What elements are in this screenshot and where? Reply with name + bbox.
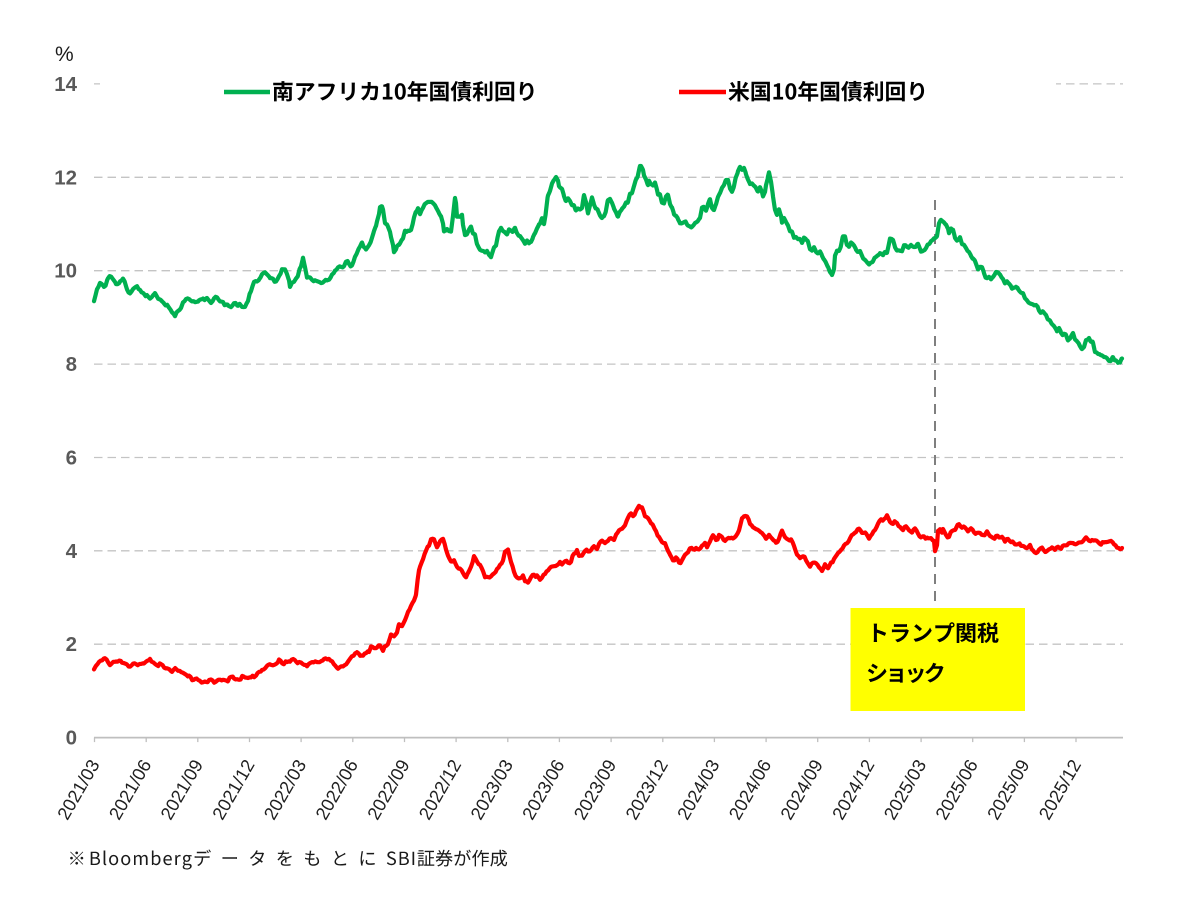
- svg-text:6: 6: [66, 447, 77, 470]
- svg-text:4: 4: [66, 540, 78, 563]
- svg-text:10: 10: [54, 260, 77, 283]
- svg-text:14: 14: [54, 73, 77, 96]
- svg-text:%: %: [55, 43, 74, 66]
- svg-text:12: 12: [54, 166, 77, 189]
- svg-text:2: 2: [66, 633, 77, 656]
- svg-text:0: 0: [66, 727, 77, 750]
- svg-text:8: 8: [66, 353, 77, 376]
